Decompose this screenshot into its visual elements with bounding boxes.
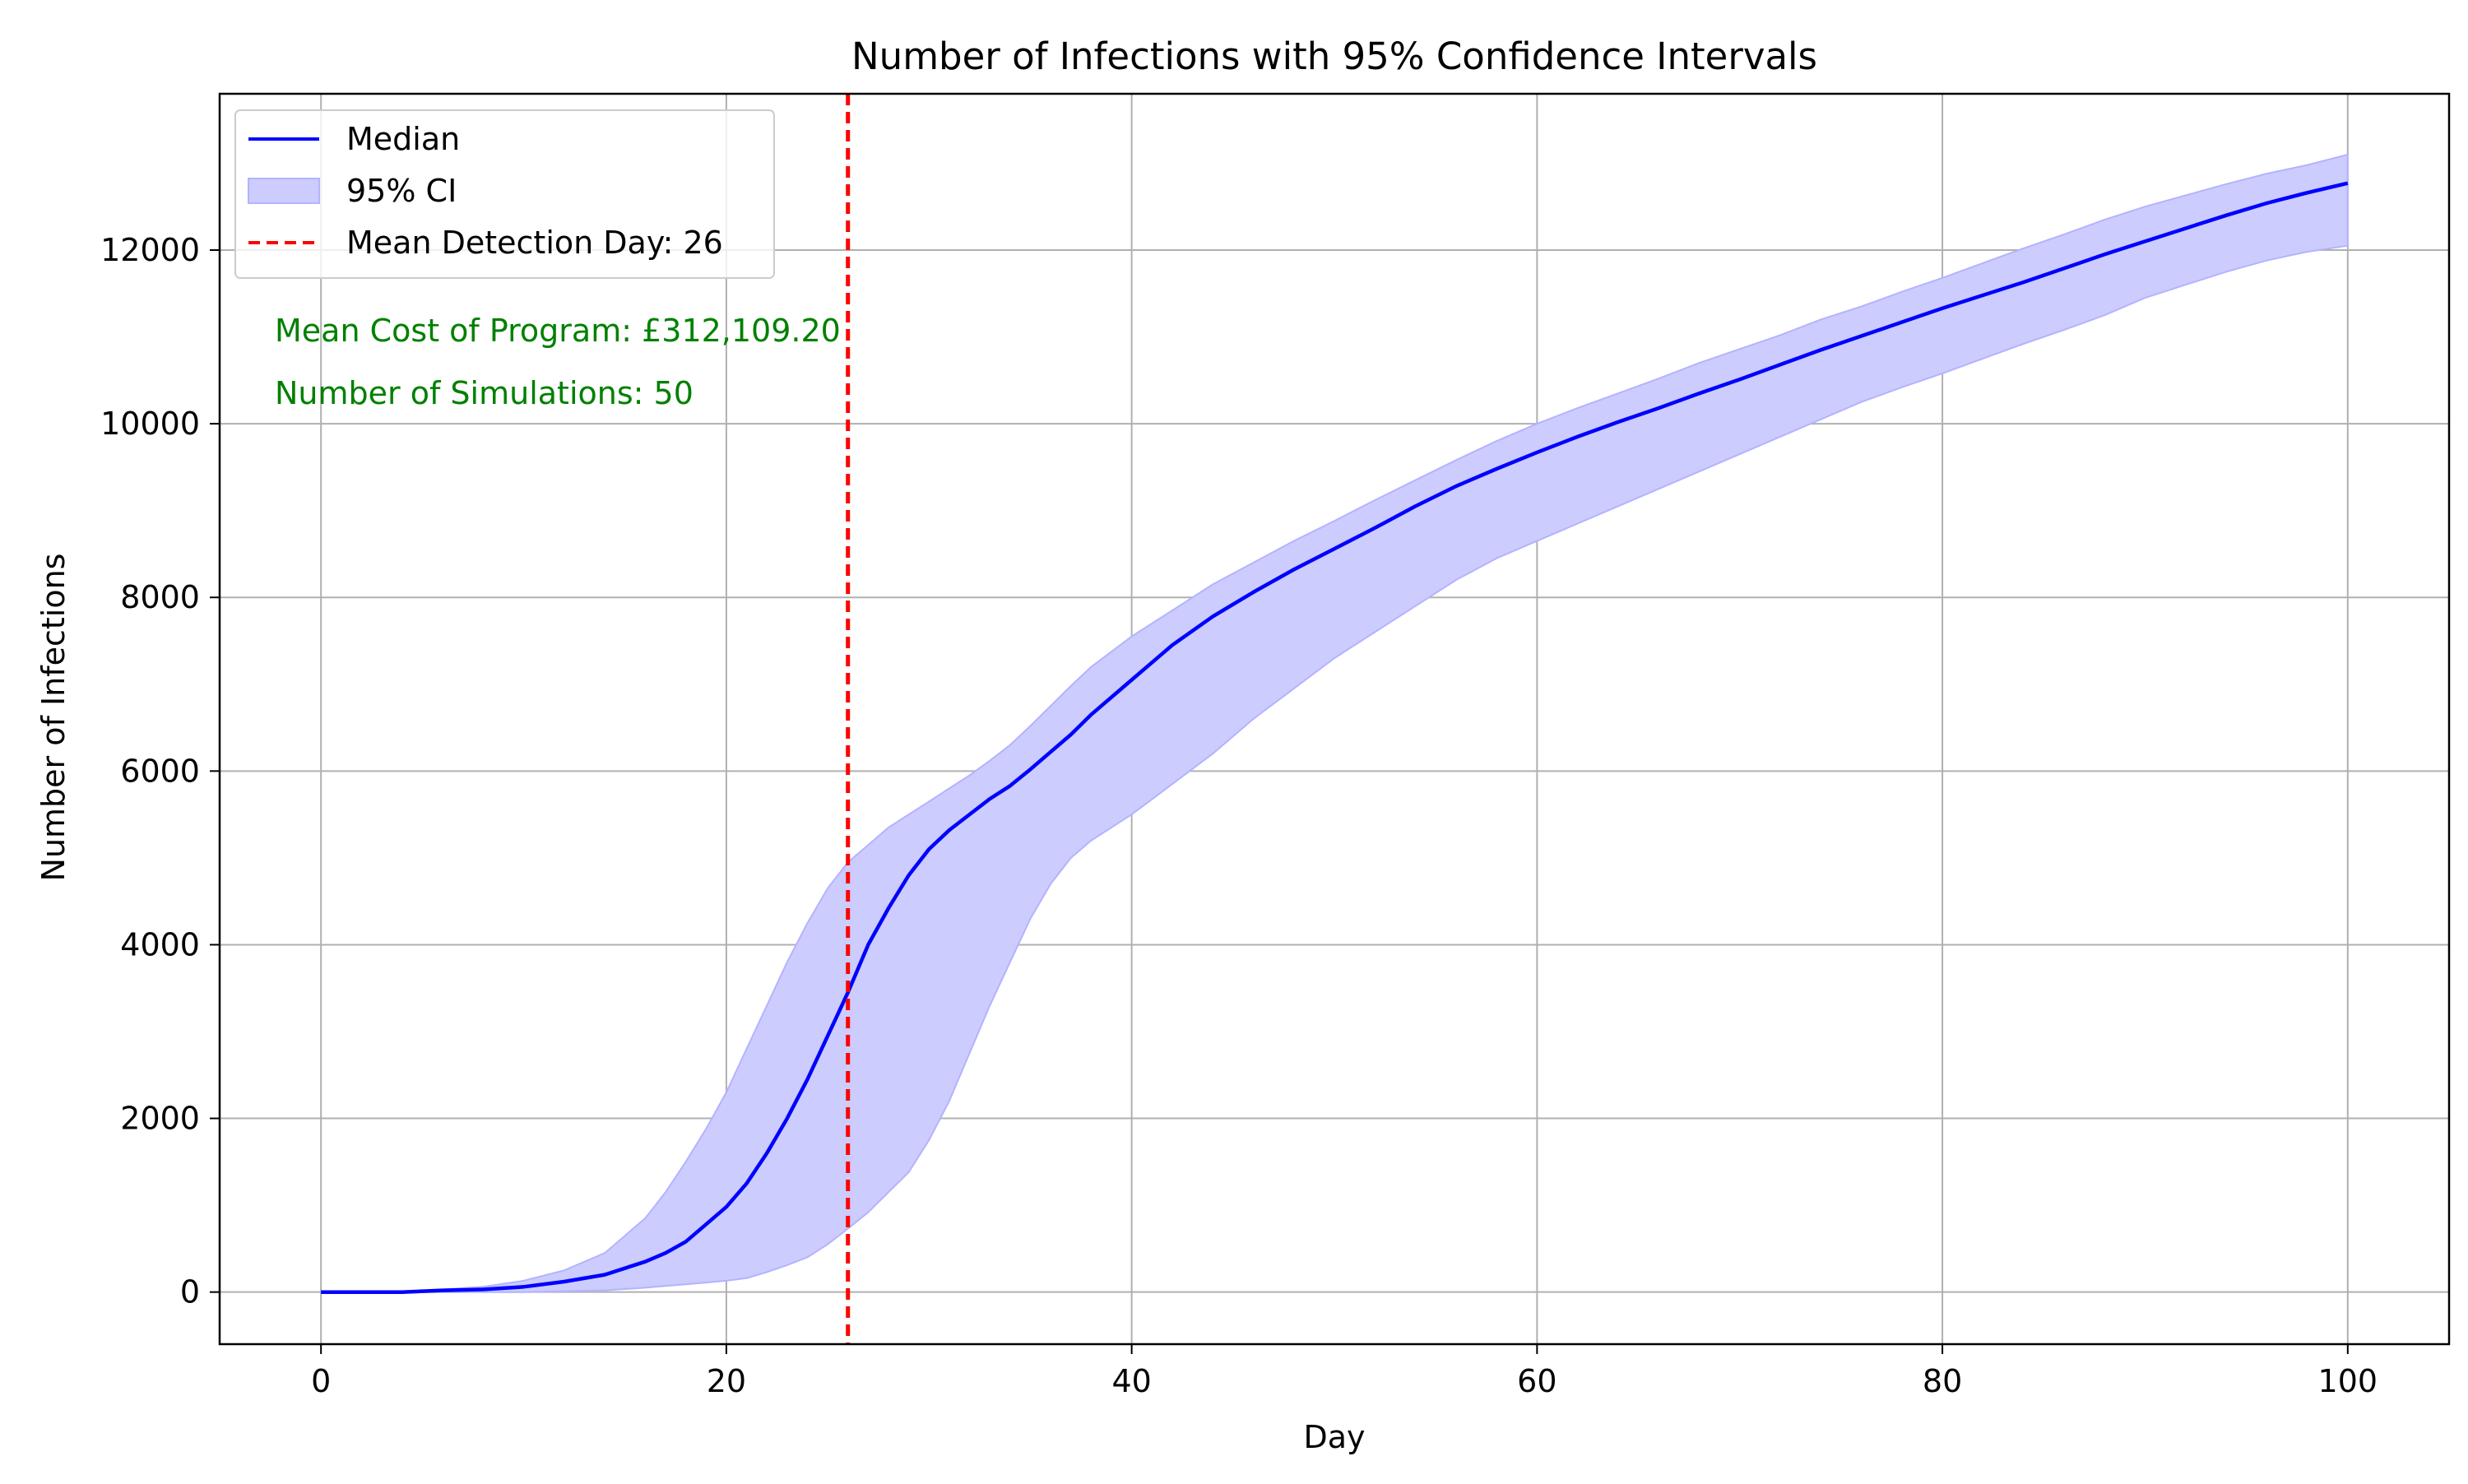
chart-title: Number of Infections with 95% Confidence… <box>851 35 1817 78</box>
y-tick-label: 10000 <box>100 406 200 442</box>
y-tick-label: 12000 <box>100 232 200 268</box>
tick-labels: 0 20 40 60 80 100 0 2000 4000 6000 8000 10000 12000 <box>100 232 2378 1399</box>
simulations-annotation: Number of Simulations: 50 <box>275 375 694 411</box>
legend-ci-label: 95% CI <box>346 173 457 209</box>
plot-frame <box>218 92 2451 1346</box>
x-tick-label: 60 <box>1517 1363 1556 1399</box>
y-tick-label: 6000 <box>120 753 200 789</box>
x-tick-label: 0 <box>311 1363 331 1399</box>
y-tick-label: 4000 <box>120 926 200 962</box>
x-tick-label: 100 <box>2318 1363 2378 1399</box>
legend: Median 95% CI Mean Detection Day: 26 <box>234 109 775 279</box>
confidence-band <box>321 153 2349 1293</box>
x-tick-label: 40 <box>1111 1363 1151 1399</box>
y-tick-label: 0 <box>180 1274 200 1310</box>
confidence-band-layer <box>321 153 2349 1293</box>
x-tick-label: 20 <box>707 1363 746 1399</box>
median-line <box>321 181 2349 1294</box>
annotations: Mean Cost of Program: £312,109.20 Number… <box>275 313 841 411</box>
axes-frame <box>218 92 2451 1346</box>
legend-detection-label: Mean Detection Day: 26 <box>346 225 723 261</box>
x-tick-label: 80 <box>1923 1363 1962 1399</box>
legend-box <box>234 109 775 279</box>
median-line-layer <box>321 181 2349 1294</box>
y-tick-label: 8000 <box>120 579 200 615</box>
legend-median-label: Median <box>346 121 460 157</box>
y-tick-label: 2000 <box>120 1101 200 1137</box>
cost-annotation: Mean Cost of Program: £312,109.20 <box>275 313 841 349</box>
legend-ci-swatch <box>248 178 320 204</box>
x-axis-label: Day <box>1303 1419 1365 1455</box>
y-axis-label: Number of Infections <box>35 554 72 882</box>
